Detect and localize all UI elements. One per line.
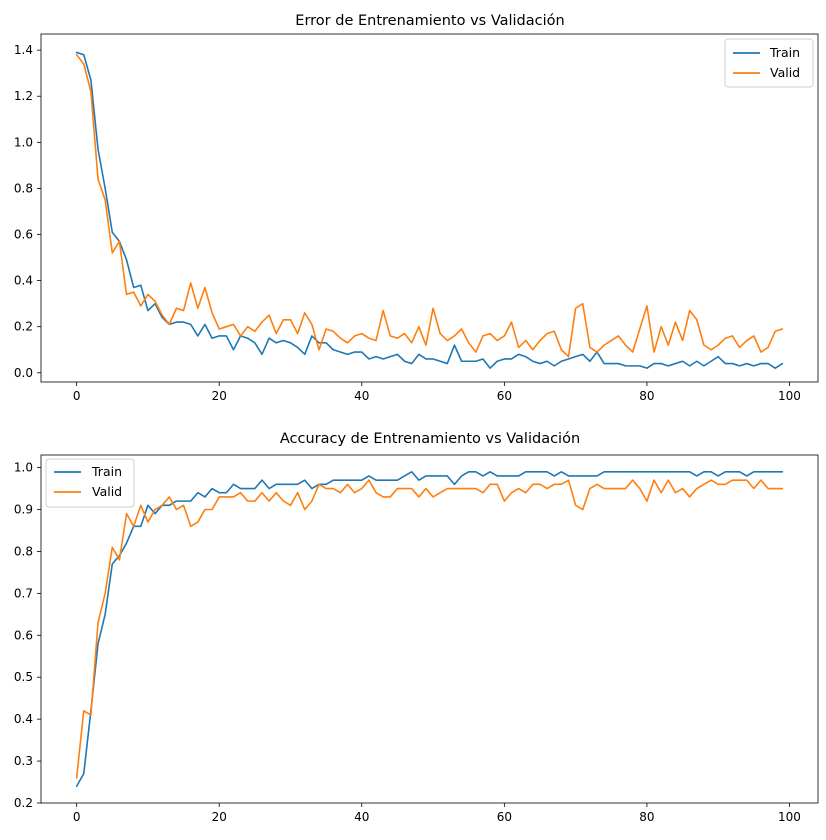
loss-x-tick-label: 100 [778,389,801,403]
loss-x-tick-label: 0 [73,389,81,403]
loss-x-tick-label: 20 [212,389,227,403]
loss-y-tick-label: 0.6 [14,228,33,242]
loss-legend-valid-label: Valid [770,65,800,80]
accuracy-y-tick-label: 0.8 [14,544,33,558]
accuracy-y-tick-label: 0.5 [14,670,33,684]
accuracy-x-tick-label: 0 [73,810,81,824]
loss-y-tick-label: 1.4 [14,43,33,57]
accuracy-y-tick-label: 0.9 [14,503,33,517]
loss-chart: Error de Entrenamiento vs Validación 0 20… [14,13,819,403]
accuracy-y-tick-label: 0.3 [14,754,33,768]
accuracy-y-tick-label: 0.7 [14,586,33,600]
loss-x-tick-label: 40 [354,389,369,403]
accuracy-legend-valid-label: Valid [92,484,122,499]
loss-legend-box [724,38,814,88]
accuracy-axes-frame [40,454,819,804]
accuracy-x-tick-label: 60 [497,810,512,824]
loss-valid-line [75,53,784,358]
loss-y-tick-label: 0.0 [14,366,33,380]
loss-y-tick-label: 0.4 [14,274,33,288]
loss-x-tick-label: 80 [639,389,654,403]
accuracy-train-line [75,470,784,788]
loss-chart-title: Error de Entrenamiento vs Validación [295,13,564,29]
accuracy-x-tick-label: 80 [639,810,654,824]
accuracy-x-tick-label: 20 [212,810,227,824]
loss-x-tick-label: 60 [497,389,512,403]
loss-plot-area: 0 20 40 60 80 100 0.0 0.2 0.4 0.6 0.8 1.0 1.2 1.4 [14,43,801,403]
loss-y-tick-label: 1.0 [14,135,33,149]
accuracy-chart: Accuracy de Entrenamiento vs Validación … [14,431,819,824]
loss-axes-frame [40,33,819,383]
loss-train-line [75,51,784,369]
loss-legend-train-label: Train [769,45,800,60]
loss-y-tick-label: 0.8 [14,181,33,195]
accuracy-y-tick-label: 0.6 [14,628,33,642]
accuracy-legend: Train Valid [45,458,135,508]
accuracy-valid-line [75,479,784,779]
accuracy-y-tick-label: 0.4 [14,712,33,726]
accuracy-legend-train-label: Train [91,464,122,479]
accuracy-y-tick-label: 1.0 [14,461,33,475]
accuracy-legend-box [45,458,135,508]
loss-y-tick-label: 0.2 [14,320,33,334]
accuracy-x-tick-label: 100 [778,810,801,824]
loss-y-tick-label: 1.2 [14,89,33,103]
accuracy-y-tick-label: 0.2 [14,796,33,810]
accuracy-plot-area: 0 20 40 60 80 100 0.2 0.3 0.4 0.5 0.6 0.7 0.8 0.9 1.0 [14,461,801,824]
accuracy-x-tick-label: 40 [354,810,369,824]
loss-legend: Train Valid [724,38,814,88]
accuracy-chart-title: Accuracy de Entrenamiento vs Validación [280,431,580,447]
